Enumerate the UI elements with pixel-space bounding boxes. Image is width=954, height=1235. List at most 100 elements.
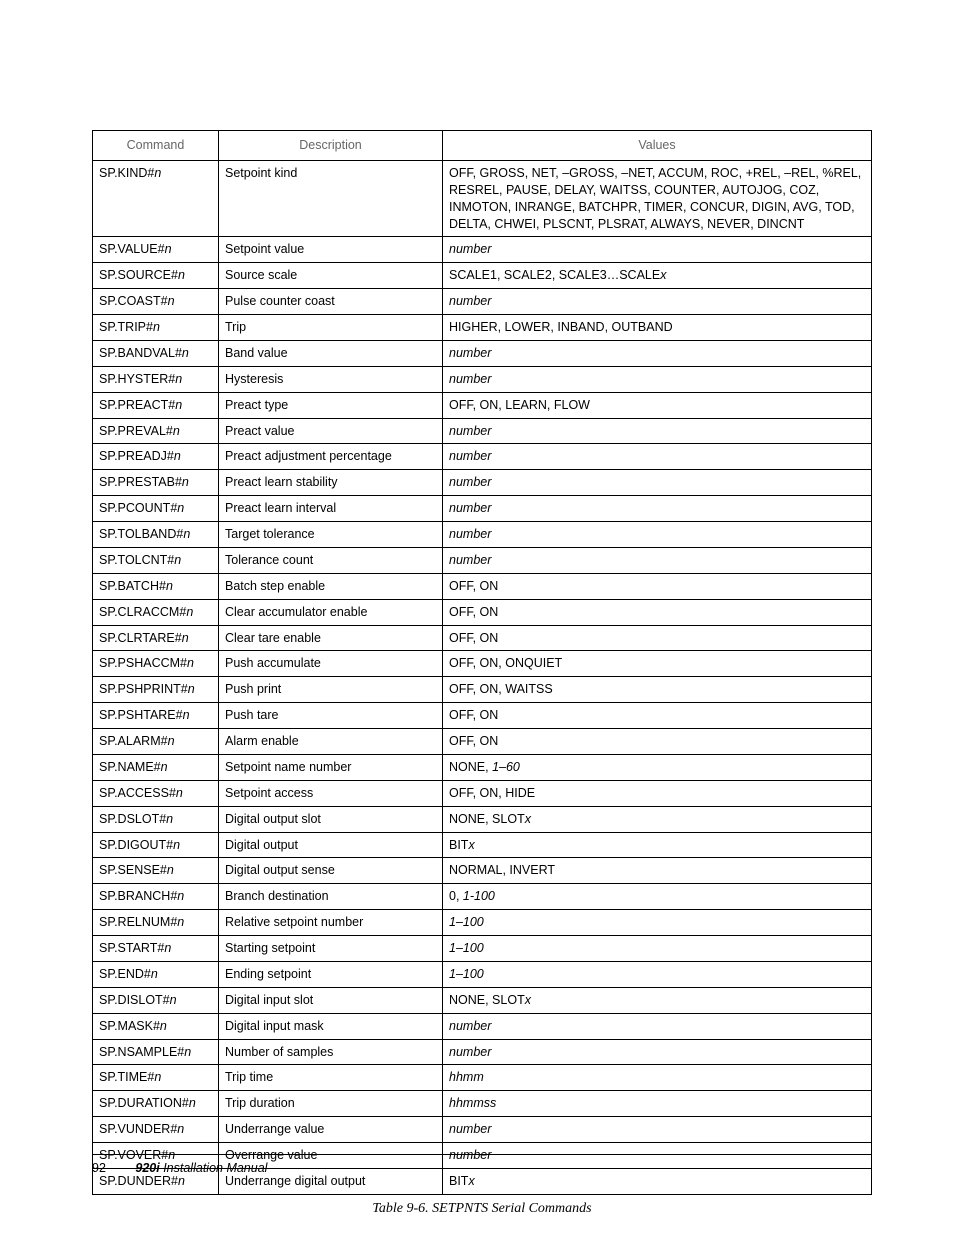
command-variable: n (177, 889, 184, 903)
cell-description: Relative setpoint number (219, 910, 443, 936)
value-variable: number (449, 449, 491, 463)
value-variable: x (525, 812, 531, 826)
table-row: SP.END#nEnding setpoint1–100 (93, 961, 872, 987)
value-fixed: NORMAL, INVERT (449, 863, 555, 877)
table-row: SP.TOLCNT#nTolerance countnumber (93, 547, 872, 573)
command-fixed: SP.TRIP# (99, 320, 153, 334)
value-variable: hhmmss (449, 1096, 496, 1110)
cell-values: number (443, 470, 872, 496)
value-fixed: OFF, ON, HIDE (449, 786, 535, 800)
cell-description: Push tare (219, 703, 443, 729)
cell-description: Source scale (219, 263, 443, 289)
cell-values: number (443, 289, 872, 315)
table-row: SP.PSHACCM#nPush accumulateOFF, ON, ONQU… (93, 651, 872, 677)
value-variable: 1–100 (449, 941, 484, 955)
cell-values: hhmm (443, 1065, 872, 1091)
cell-command: SP.CLRTARE#n (93, 625, 219, 651)
command-fixed: SP.RELNUM# (99, 915, 177, 929)
table-row: SP.START#nStarting setpoint1–100 (93, 936, 872, 962)
command-variable: n (160, 1019, 167, 1033)
table-row: SP.PCOUNT#nPreact learn intervalnumber (93, 496, 872, 522)
table-row: SP.PSHPRINT#nPush printOFF, ON, WAITSS (93, 677, 872, 703)
cell-description: Digital input mask (219, 1013, 443, 1039)
value-variable: number (449, 424, 491, 438)
cell-description: Digital output sense (219, 858, 443, 884)
command-fixed: SP.START# (99, 941, 164, 955)
cell-command: SP.PRESTAB#n (93, 470, 219, 496)
cell-command: SP.TRIP#n (93, 315, 219, 341)
table-row: SP.COAST#nPulse counter coastnumber (93, 289, 872, 315)
command-fixed: SP.DIGOUT# (99, 838, 173, 852)
cell-values: NORMAL, INVERT (443, 858, 872, 884)
cell-command: SP.BRANCH#n (93, 884, 219, 910)
command-variable: n (188, 682, 195, 696)
value-variable: number (449, 1122, 491, 1136)
cell-description: Underrange value (219, 1117, 443, 1143)
table-row: SP.PREACT#nPreact typeOFF, ON, LEARN, FL… (93, 392, 872, 418)
cell-description: Preact adjustment percentage (219, 444, 443, 470)
cell-values: OFF, GROSS, NET, –GROSS, –NET, ACCUM, RO… (443, 160, 872, 237)
value-fixed: BIT (449, 1174, 468, 1188)
command-variable: n (175, 372, 182, 386)
cell-description: Trip duration (219, 1091, 443, 1117)
cell-values: number (443, 522, 872, 548)
table-row: SP.PSHTARE#nPush tare OFF, ON (93, 703, 872, 729)
value-fixed: OFF, ON, ONQUIET (449, 656, 562, 670)
cell-command: SP.DURATION#n (93, 1091, 219, 1117)
command-variable: n (165, 242, 172, 256)
value-fixed: OFF, ON (449, 708, 498, 722)
table-row: SP.TIME#nTrip timehhmm (93, 1065, 872, 1091)
cell-description: Ending setpoint (219, 961, 443, 987)
cell-description: Push accumulate (219, 651, 443, 677)
command-fixed: SP.PREADJ# (99, 449, 174, 463)
command-fixed: SP.PREACT# (99, 398, 175, 412)
cell-command: SP.CLRACCM#n (93, 599, 219, 625)
cell-command: SP.VALUE#n (93, 237, 219, 263)
cell-command: SP.PSHTARE#n (93, 703, 219, 729)
command-variable: n (166, 579, 173, 593)
command-variable: n (164, 941, 171, 955)
value-variable: 1–100 (449, 967, 484, 981)
value-fixed: SCALE1, SCALE2, SCALE3…SCALE (449, 268, 660, 282)
table-row: SP.NSAMPLE#nNumber of samplesnumber (93, 1039, 872, 1065)
command-variable: n (154, 166, 161, 180)
value-fixed: OFF, ON, LEARN, FLOW (449, 398, 590, 412)
cell-command: SP.DIGOUT#n (93, 832, 219, 858)
cell-command: SP.PCOUNT#n (93, 496, 219, 522)
cell-description: Band value (219, 340, 443, 366)
cell-description: Pulse counter coast (219, 289, 443, 315)
command-fixed: SP.END# (99, 967, 151, 981)
table-row: SP.DIGOUT#nDigital outputBITx (93, 832, 872, 858)
cell-values: 1–100 (443, 910, 872, 936)
cell-description: Trip time (219, 1065, 443, 1091)
cell-values: OFF, ON, WAITSS (443, 677, 872, 703)
col-header-description: Description (219, 131, 443, 161)
command-fixed: SP.BATCH# (99, 579, 166, 593)
page-footer: 92 920i Installation Manual (92, 1154, 872, 1175)
cell-values: OFF, ON (443, 599, 872, 625)
cell-values: 1–100 (443, 936, 872, 962)
value-variable: 1-100 (463, 889, 495, 903)
value-variable: x (525, 993, 531, 1007)
cell-values: SCALE1, SCALE2, SCALE3…SCALEx (443, 263, 872, 289)
command-variable: n (186, 605, 193, 619)
cell-command: SP.RELNUM#n (93, 910, 219, 936)
table-row: SP.NAME#nSetpoint name numberNONE, 1–60 (93, 754, 872, 780)
command-fixed: SP.TIME# (99, 1070, 154, 1084)
cell-values: number (443, 496, 872, 522)
page: Command Description Values SP.KIND#nSetp… (0, 0, 954, 1235)
table-row: SP.DURATION#nTrip duration hhmmss (93, 1091, 872, 1117)
command-variable: n (175, 398, 182, 412)
cell-values: number (443, 1117, 872, 1143)
command-variable: n (177, 1122, 184, 1136)
command-fixed: SP.DISLOT# (99, 993, 170, 1007)
value-variable: number (449, 242, 491, 256)
manual-title-rest: Installation Manual (160, 1161, 268, 1175)
command-variable: n (182, 346, 189, 360)
cell-description: Digital output (219, 832, 443, 858)
cell-values: HIGHER, LOWER, INBAND, OUTBAND (443, 315, 872, 341)
cell-values: NONE, 1–60 (443, 754, 872, 780)
table-row: SP.BRANCH#nBranch destination0, 1-100 (93, 884, 872, 910)
command-fixed: SP.BRANCH# (99, 889, 177, 903)
command-fixed: SP.DUNDER# (99, 1174, 178, 1188)
